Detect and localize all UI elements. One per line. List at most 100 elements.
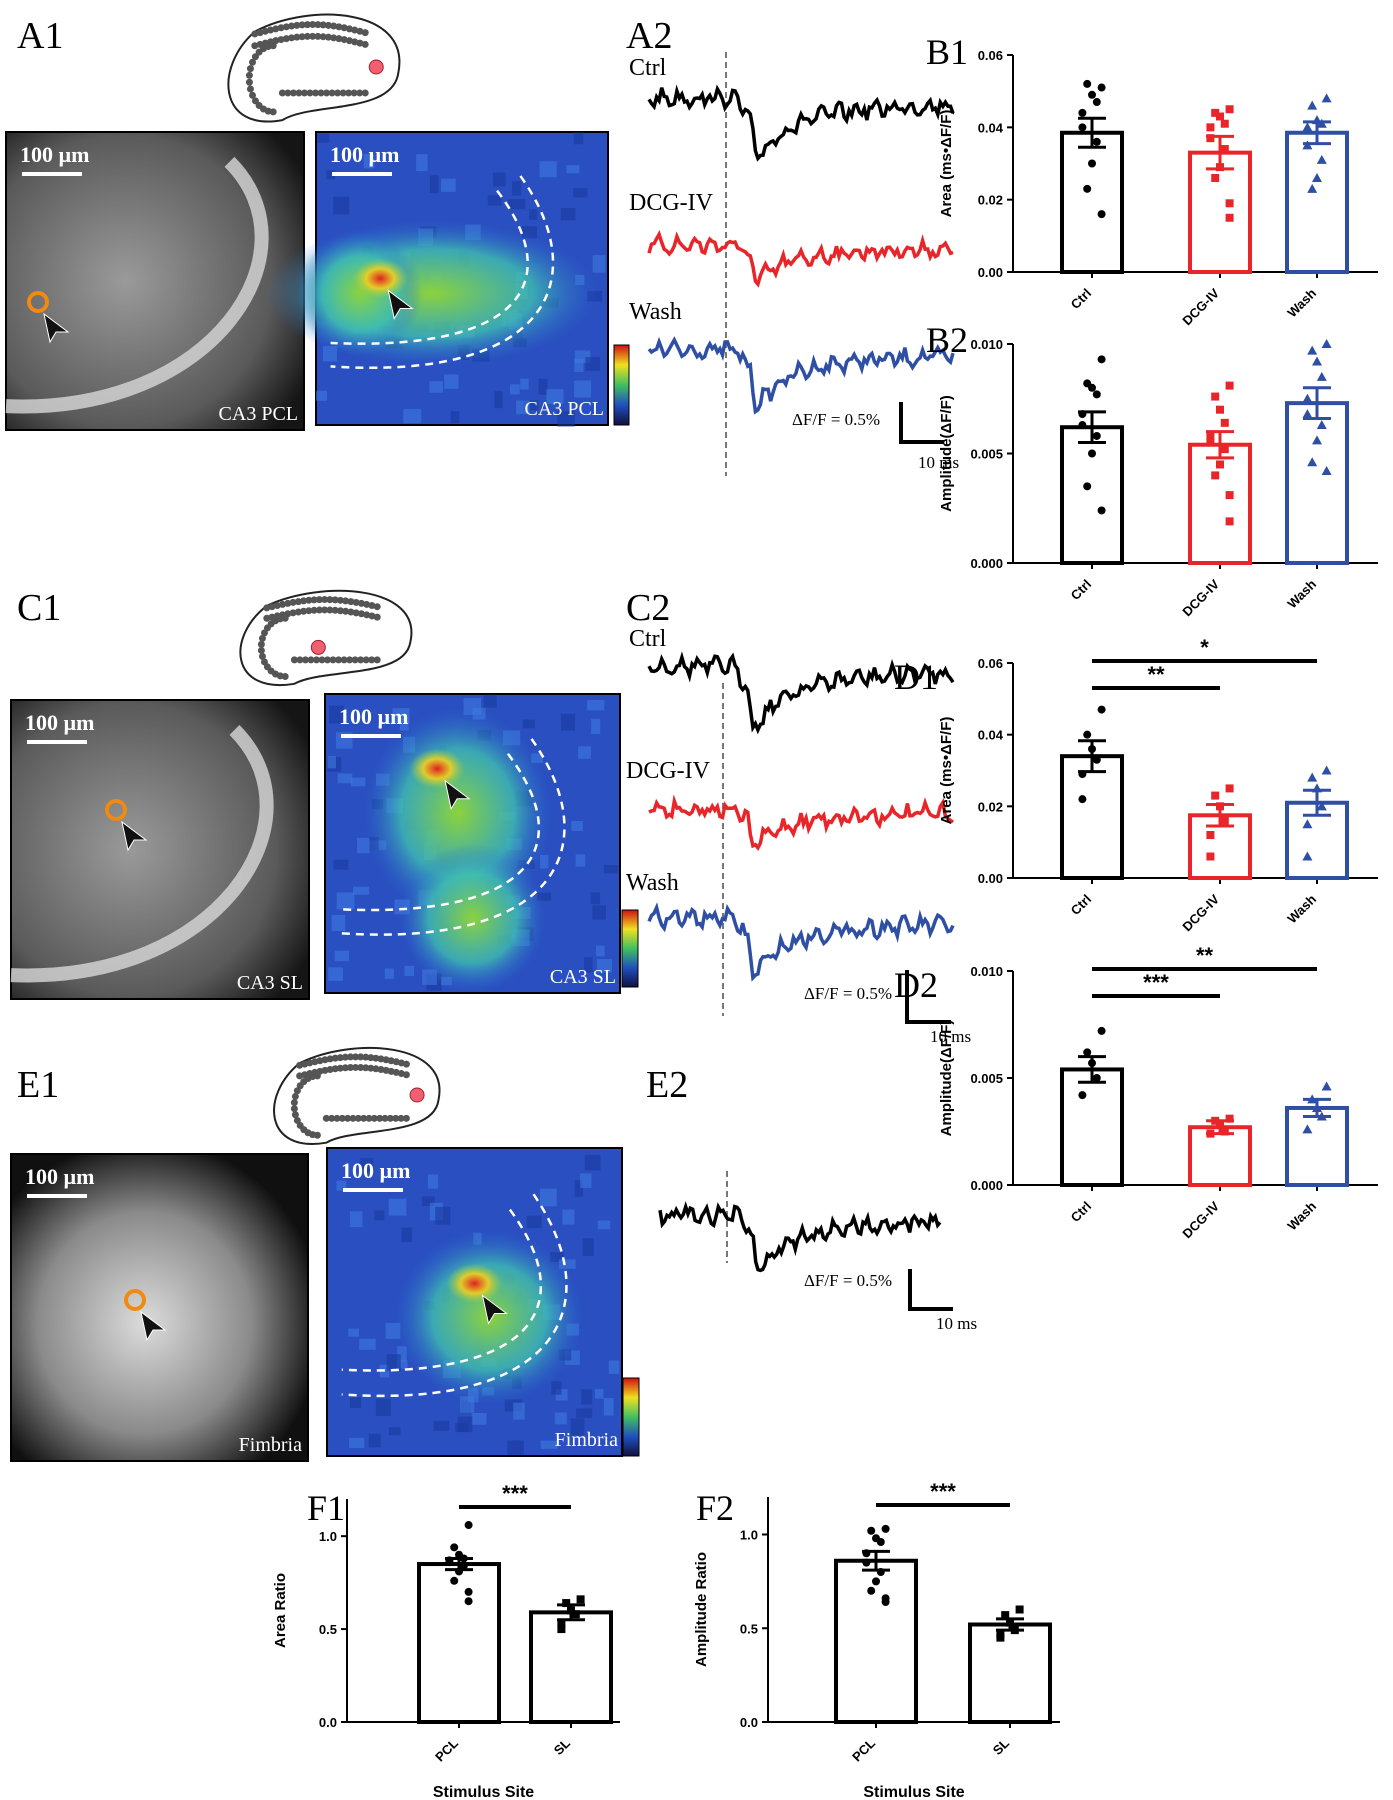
trace-label: Wash [629,299,682,325]
significance-label: *** [502,1481,528,1506]
data-point [1097,83,1106,92]
error-bar [1287,386,1347,420]
data-point [876,1568,885,1576]
cell [357,599,365,607]
heat-noise [570,1418,585,1436]
y-tick-label: 0.000 [970,1178,1003,1193]
data-point [459,1554,468,1563]
heat-noise [595,1389,604,1399]
cell [309,32,317,40]
data-point [1316,420,1327,430]
trace-label: Wash [626,870,679,896]
cell [284,89,292,97]
cell [361,29,369,37]
data-point [1088,90,1096,99]
data-point [1206,431,1215,440]
cell [251,97,259,105]
heat-noise [399,718,409,731]
cell [362,656,370,664]
data-point [1083,1048,1092,1057]
cell [365,1114,373,1122]
data-point [1078,770,1087,779]
site-label: CA3 SL [237,972,303,994]
cell [303,21,311,29]
data-point [1083,184,1092,193]
data-point [450,1576,459,1585]
heat-blob [297,230,423,356]
data-point [1216,405,1224,414]
layer-outline [339,738,566,936]
cell [324,21,332,29]
data-point [1312,1102,1322,1112]
heat-peak [352,258,409,299]
heat-noise [592,905,606,920]
cell [301,656,309,664]
cell [251,30,259,38]
heat-noise [582,1238,594,1256]
heat-noise [578,746,591,759]
cell [294,598,302,606]
heat-noise [511,181,522,196]
heat-noise [573,132,584,145]
data-point [557,1619,566,1628]
data-point [1216,802,1224,811]
heat-noise [573,188,588,198]
data-point [1211,1116,1220,1125]
cell [310,606,318,614]
stimulus [409,1087,425,1103]
cell [352,598,360,606]
data-point [1321,765,1332,775]
data-point [571,1610,580,1619]
data-point [1206,123,1215,132]
cell [326,606,334,614]
colorbar [622,1377,640,1457]
heat-noise [375,1398,391,1416]
cell [245,71,253,79]
cell [370,1114,378,1122]
cell [294,608,302,616]
cell [341,1053,349,1061]
layer-outline [341,1208,543,1372]
cell [336,596,344,604]
data-point [1321,466,1332,476]
data-point [1312,115,1322,125]
cell [341,1064,349,1072]
heat-noise [384,968,394,979]
scale-label: 100 µm [20,142,90,167]
heat-noise [574,358,584,373]
trace [647,651,955,735]
y-tick-label: 0.06 [978,656,1003,671]
data-point [1006,1618,1014,1627]
cell [257,640,265,648]
cell [290,1105,298,1113]
cell [340,656,348,664]
cell [263,604,271,612]
heat-noise [522,400,539,411]
heat-noise [350,1397,362,1409]
data-point [1302,409,1313,419]
data-point [1321,1081,1332,1091]
layer-outline [330,189,529,345]
data-point [1097,1026,1106,1035]
trace [648,794,955,851]
heat-noise [536,892,551,901]
cell [282,23,290,31]
heat-noise [587,699,605,711]
cell [322,1114,330,1122]
cell [352,609,360,617]
cell [402,1060,410,1068]
cell [258,634,266,642]
data-point [1078,410,1087,419]
heat-noise [337,773,353,784]
data-point [1312,783,1322,793]
data-point [1216,163,1224,172]
stimulus [368,59,384,75]
data-point [1220,145,1229,154]
heat-noise [576,1408,593,1418]
y-tick-label: 0.00 [978,871,1003,886]
heat-noise [592,255,606,273]
cell [289,598,297,606]
chart-title: B2 [926,320,968,360]
cell [356,39,364,47]
chart-title: B1 [926,32,968,72]
